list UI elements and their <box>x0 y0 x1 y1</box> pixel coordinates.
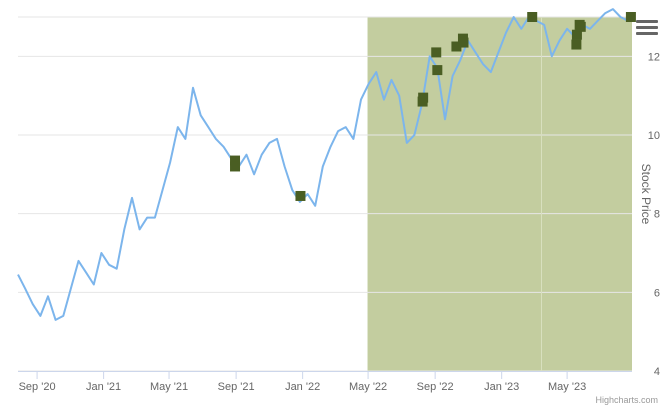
trade-marker[interactable] <box>418 92 429 103</box>
trade-marker[interactable] <box>432 65 443 76</box>
marker-layer <box>230 12 636 201</box>
x-axis <box>18 371 632 379</box>
menu-bar-icon <box>636 26 658 29</box>
trade-marker[interactable] <box>230 155 241 166</box>
x-axis-tick-label: Sep '21 <box>218 381 255 393</box>
y-axis-tick-label: 8 <box>654 209 660 221</box>
x-axis-tick-label: May '23 <box>548 381 586 393</box>
x-axis-tick-label: Jan '23 <box>484 381 519 393</box>
x-axis-tick-label: May '22 <box>349 381 387 393</box>
y-axis-tick-label: 12 <box>648 51 660 63</box>
trade-marker[interactable] <box>230 161 241 172</box>
trade-marker[interactable] <box>431 47 442 58</box>
trade-marker[interactable] <box>625 12 636 22</box>
y-axis-tick-label: 6 <box>654 287 660 299</box>
shaded-region-layer <box>367 17 632 371</box>
x-axis-tick-labels: Sep '20 Jan '21 May '21 Sep '21 Jan '22 May '… <box>19 381 587 393</box>
trade-marker[interactable] <box>571 39 582 50</box>
x-axis-tick-label: Sep '20 <box>19 381 56 393</box>
x-axis-tick-label: Jan '22 <box>285 381 320 393</box>
y-axis-tick-labels: 4 6 8 10 12 <box>648 51 660 378</box>
trade-marker[interactable] <box>295 190 306 201</box>
shaded-period <box>367 17 632 371</box>
trade-marker[interactable] <box>527 12 538 22</box>
x-axis-tick-label: May '21 <box>150 381 188 393</box>
menu-bar-icon <box>636 32 658 35</box>
y-axis-tick-label: 4 <box>654 366 660 378</box>
credits-link[interactable]: Highcharts.com <box>595 395 658 405</box>
trade-marker[interactable] <box>451 41 462 52</box>
series-layer <box>17 8 629 321</box>
y-axis-title: Stock Price <box>639 164 653 225</box>
x-axis-tick-label: Jan '21 <box>86 381 121 393</box>
x-axis-tick-label: Sep '22 <box>417 381 454 393</box>
trade-marker[interactable] <box>575 21 586 32</box>
chart-menu-button[interactable] <box>636 20 658 38</box>
price-series-line[interactable] <box>17 8 629 321</box>
trade-marker[interactable] <box>458 37 469 48</box>
y-axis-tick-label: 10 <box>648 130 660 142</box>
trade-marker[interactable] <box>571 29 582 40</box>
menu-bar-icon <box>636 20 658 23</box>
